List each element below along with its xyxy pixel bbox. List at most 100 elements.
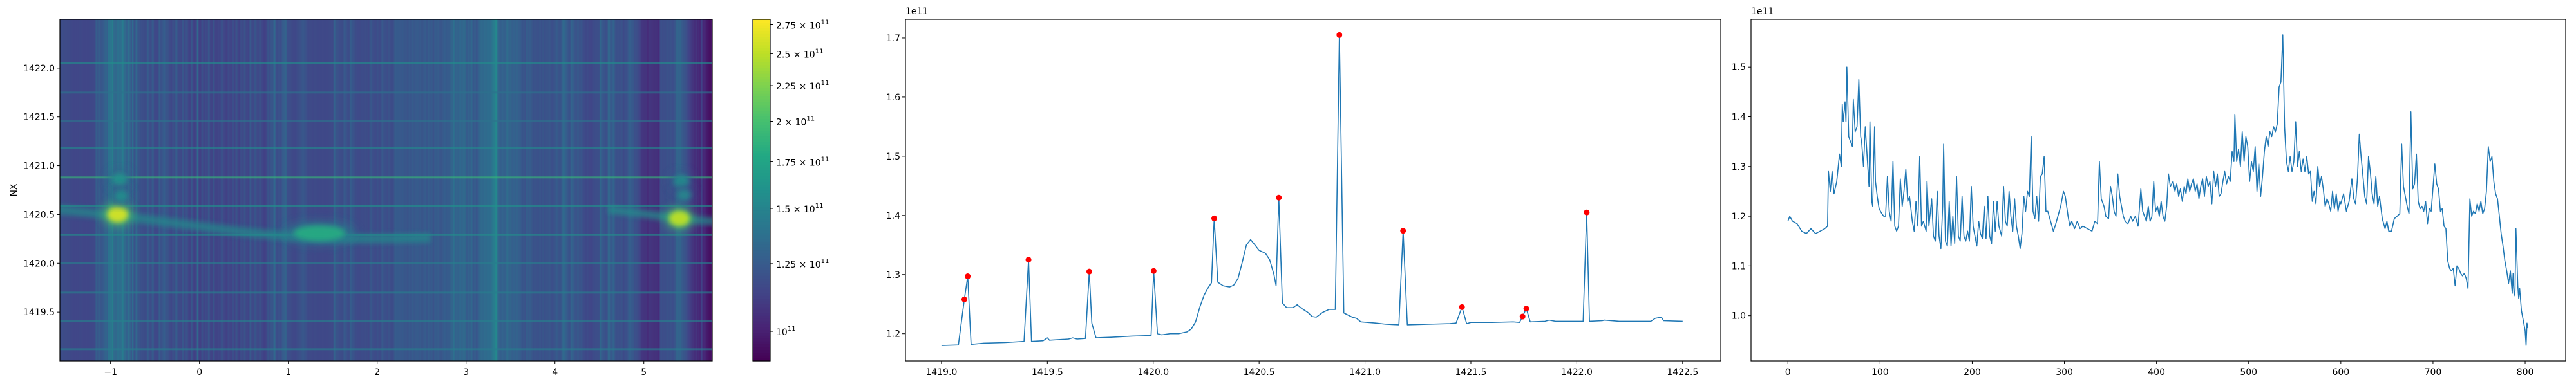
heatmap-column — [60, 19, 61, 361]
colorbar-tick-label: 1011 — [776, 326, 796, 338]
heatmap-column — [398, 19, 400, 361]
heatmap-column — [104, 19, 105, 361]
heatmap-column — [653, 19, 654, 361]
heatmap-column — [452, 19, 454, 361]
heatmap-column — [531, 19, 533, 361]
colorbar-tick-exponent: 11 — [821, 258, 829, 265]
heatmap-column — [231, 19, 232, 361]
x-tick-label: 300 — [2056, 367, 2073, 378]
x-tick-label: 1421.5 — [1455, 367, 1486, 378]
colorbar-segment — [753, 284, 770, 288]
heatmap-column — [223, 19, 225, 361]
heatmap-column — [674, 19, 676, 361]
heatmap-column — [368, 19, 370, 361]
heatmap-column — [424, 19, 426, 361]
heatmap-column — [479, 19, 481, 361]
heatmap-column — [90, 19, 92, 361]
heatmap-column — [149, 19, 151, 361]
peak-marker — [1086, 268, 1092, 275]
heatmap-column — [67, 19, 69, 361]
colorbar-segment — [753, 48, 770, 51]
heatmap-column — [536, 19, 538, 361]
heatmap-column — [483, 19, 485, 361]
heatmap-column — [257, 19, 259, 361]
colorbar-segment — [753, 196, 770, 199]
heatmap-column — [538, 19, 540, 361]
heatmap-column — [580, 19, 582, 361]
heatmap-column — [443, 19, 445, 361]
heatmap-column — [621, 19, 623, 361]
heatmap-column — [151, 19, 153, 361]
heatmap-column — [145, 19, 147, 361]
y-tick-label: 1.2 — [1732, 212, 1746, 222]
heatmap-column — [312, 19, 314, 361]
heatmap-column — [341, 19, 343, 361]
heatmap-column — [426, 19, 428, 361]
heatmap-column — [649, 19, 651, 361]
heatmap-column — [695, 19, 697, 361]
heatmap-column — [315, 19, 317, 361]
heatmap-column — [710, 19, 712, 361]
heatmap-column — [153, 19, 155, 361]
colorbar-segment — [753, 24, 770, 28]
heatmap-column — [355, 19, 357, 361]
colorbar-segment — [753, 204, 770, 208]
heatmap-column — [420, 19, 422, 361]
heatmap-column — [359, 19, 361, 361]
heatmap-column — [524, 19, 526, 361]
heatmap-column — [670, 19, 672, 361]
colorbar-segment — [753, 292, 770, 296]
heatmap-column — [209, 19, 211, 361]
heatmap-column — [70, 19, 72, 361]
heatmap-column — [508, 19, 510, 361]
colorbar-segment — [753, 176, 770, 179]
colorbar-segment — [753, 76, 770, 80]
heatmap-column — [159, 19, 161, 361]
heatmap-column — [493, 19, 495, 361]
heatmap-column — [385, 19, 387, 361]
heatmap-column — [601, 19, 603, 361]
heatmap-column — [102, 19, 104, 361]
heatmap-column — [413, 19, 414, 361]
heatmap-column — [148, 19, 150, 361]
heatmap-column — [509, 19, 511, 361]
heatmap-column — [546, 19, 548, 361]
heatmap-column — [230, 19, 232, 361]
heatmap-column — [277, 19, 279, 361]
heatmap-column — [301, 19, 303, 361]
heatmap-column — [703, 19, 705, 361]
heatmap-column — [489, 19, 491, 361]
heatmap-column — [449, 19, 451, 361]
heatmap-column — [345, 19, 347, 361]
heatmap-column — [586, 19, 588, 361]
colorbar-tick-label: 2.75 × 1011 — [776, 19, 829, 31]
colorbar-segment — [753, 318, 770, 322]
heatmap-column — [251, 19, 252, 361]
heatmap-column — [370, 19, 372, 361]
colorbar-segment — [753, 102, 770, 106]
heatmap-column — [511, 19, 513, 361]
heatmap-column — [176, 19, 178, 361]
heatmap-column — [193, 19, 195, 361]
colorbar-segment — [753, 358, 770, 362]
heatmap-column — [667, 19, 668, 361]
heatmap-column — [77, 19, 79, 361]
heatmap-column — [308, 19, 310, 361]
heatmap-column — [397, 19, 399, 361]
colorbar-segment — [753, 355, 770, 359]
heatmap-column — [198, 19, 200, 361]
colorbar-segment — [753, 164, 770, 168]
heatmap-column — [583, 19, 585, 361]
heatmap-column — [408, 19, 410, 361]
heatmap-column — [71, 19, 73, 361]
heatmap-column — [618, 19, 620, 361]
heatmap-column — [568, 19, 570, 361]
heatmap-column — [393, 19, 395, 361]
heatmap-column — [421, 19, 423, 361]
heatmap-column — [694, 19, 695, 361]
heatmap-column — [137, 19, 139, 361]
y-tick-label: 1.0 — [1732, 311, 1746, 322]
colorbar-segment — [753, 192, 770, 196]
heatmap-column — [311, 19, 313, 361]
heatmap-column — [366, 19, 367, 361]
